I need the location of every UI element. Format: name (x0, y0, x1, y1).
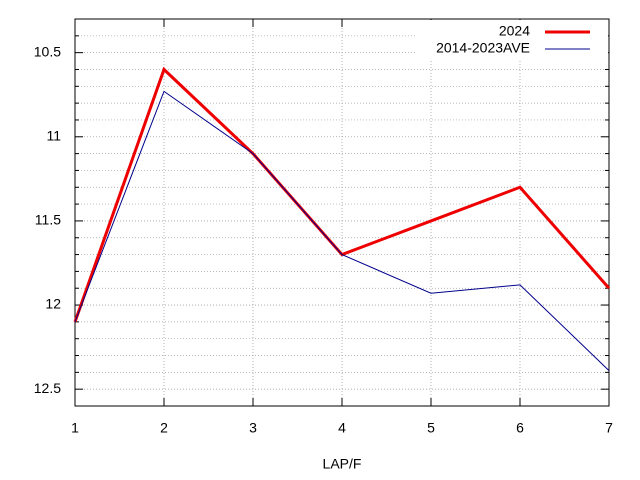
x-tick-label: 7 (605, 420, 613, 436)
x-tick-label: 5 (427, 420, 435, 436)
x-tick-label: 6 (516, 420, 524, 436)
x-tick-label: 1 (71, 420, 79, 436)
y-tick-label: 10.5 (34, 43, 61, 59)
series-line (73, 66, 611, 323)
plot-frame (74, 18, 610, 407)
y-tick-label: 11.5 (35, 212, 61, 228)
legend-background (415, 20, 608, 60)
series-line (74, 90, 610, 372)
y-tick-label: 12.5 (34, 380, 61, 396)
y-tick-label: 12 (45, 296, 61, 312)
x-axis-label: LAP/F (323, 456, 362, 472)
x-tick-label: 4 (338, 420, 346, 436)
legend-label: 2014-2023AVE (436, 40, 530, 56)
y-tick-label: 11 (46, 127, 61, 143)
x-tick-label: 3 (249, 420, 257, 436)
x-tick-label: 2 (160, 420, 168, 436)
legend-label: 2024 (499, 23, 530, 39)
